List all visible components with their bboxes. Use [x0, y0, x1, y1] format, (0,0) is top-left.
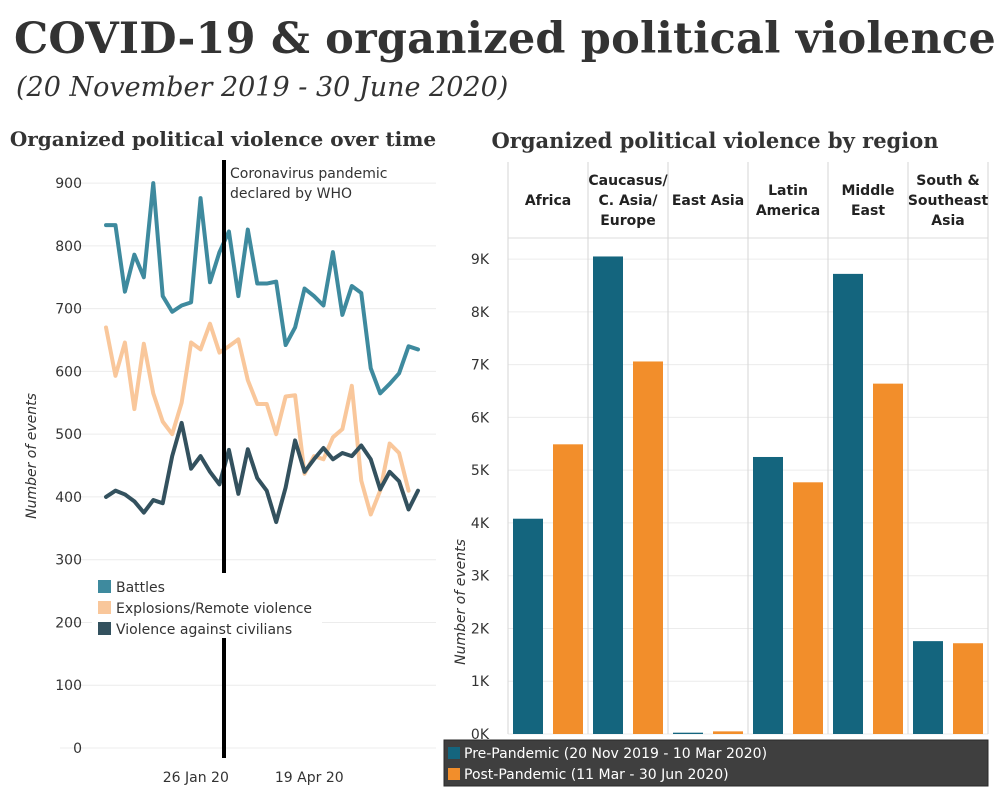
bar-pre-pandemic — [593, 256, 623, 734]
page-subtitle: (20 November 2019 - 30 June 2020) — [16, 72, 509, 103]
legend-background[interactable] — [443, 739, 989, 787]
line-chart-x-ticks: 26 Jan 20 19 Apr 20 — [163, 770, 344, 786]
line-chart-ylabel: Number of events — [24, 393, 40, 519]
line-chart-gridlines — [60, 182, 436, 749]
series-line-explosions-remote-violence — [104, 321, 411, 517]
legend-background — [92, 575, 322, 645]
x-tick-label: 19 Apr 20 — [275, 770, 344, 786]
legend-label[interactable]: Post-Pandemic (11 Mar - 30 Jun 2020) — [464, 767, 729, 783]
bar-post-pandemic — [633, 361, 663, 734]
y-tick-label: 500 — [55, 427, 82, 443]
line-chart-series — [104, 181, 420, 525]
bar-pre-pandemic — [673, 732, 703, 734]
line-chart: Organized political violence over time N… — [10, 127, 436, 786]
y-tick-label: 0 — [73, 741, 82, 757]
y-tick-label: 2K — [471, 621, 490, 637]
region-header-label: Asia — [931, 213, 964, 229]
series-line-violence-against-civilians — [104, 420, 420, 525]
y-tick-label: 4K — [471, 516, 490, 532]
bar-pre-pandemic — [913, 641, 943, 734]
bar-chart-region-panels: Africa Caucasus/C. Asia/Europe East Asia La… — [507, 162, 989, 734]
region-header-label: Southeast — [908, 193, 989, 209]
pandemic-annotation: Coronavirus pandemic declared by WHO — [222, 160, 387, 758]
y-tick-label: 6K — [471, 410, 490, 426]
region-header-label: Caucasus/ — [588, 173, 668, 189]
region-header-label: Africa — [525, 193, 571, 209]
bar-post-pandemic — [953, 643, 983, 734]
legend-label[interactable]: Pre-Pandemic (20 Nov 2019 - 10 Mar 2020) — [464, 746, 767, 762]
y-tick-label: 700 — [55, 302, 82, 318]
series-line-battles — [104, 181, 420, 396]
bar-pre-pandemic — [833, 273, 863, 734]
bar-post-pandemic — [873, 383, 903, 734]
bar-post-pandemic — [553, 444, 583, 734]
region-header-label: America — [756, 203, 820, 219]
line-chart-y-ticks: 0 100 200 300 400 500 600 700 800 900 — [55, 176, 82, 757]
legend-label: Battles — [116, 580, 165, 596]
y-tick-label: 800 — [55, 239, 82, 255]
bar-chart-ylabel: Number of events — [453, 539, 469, 665]
legend-label: Explosions/Remote violence — [116, 601, 312, 617]
region-header-label: East Asia — [672, 193, 744, 209]
bar-pre-pandemic — [513, 518, 543, 734]
line-chart-legend: Battles Explosions/Remote violence Violenc… — [92, 575, 322, 645]
y-tick-label: 300 — [55, 553, 82, 569]
bar-chart-title: Organized political violence by region — [492, 128, 939, 153]
x-tick-label: 26 Jan 20 — [163, 770, 229, 786]
region-header-label: South & — [916, 173, 979, 189]
legend-swatch[interactable] — [448, 747, 460, 759]
legend-swatch — [98, 580, 111, 593]
y-tick-label: 900 — [55, 176, 82, 192]
bar-chart: Organized political violence by region N… — [443, 128, 989, 787]
region-header-label: East — [851, 203, 885, 219]
y-tick-label: 200 — [55, 615, 82, 631]
y-tick-label: 100 — [55, 678, 82, 694]
y-tick-label: 600 — [55, 364, 82, 380]
y-tick-label: 1K — [471, 674, 490, 690]
legend-label: Violence against civilians — [116, 622, 292, 638]
legend-swatch[interactable] — [448, 768, 460, 780]
region-header-label: Middle — [841, 183, 894, 199]
bar-post-pandemic — [713, 731, 743, 734]
pandemic-annotation-text: declared by WHO — [230, 186, 352, 202]
bar-post-pandemic — [793, 482, 823, 734]
bar-chart-bars — [513, 256, 983, 734]
bar-chart-legend[interactable]: Pre-Pandemic (20 Nov 2019 - 10 Mar 2020)… — [443, 739, 989, 787]
y-tick-label: 400 — [55, 490, 82, 506]
legend-swatch — [98, 601, 111, 614]
page-title: COVID-19 & organized political violence — [14, 14, 996, 64]
region-header-label: Europe — [600, 213, 656, 229]
y-tick-label: 8K — [471, 305, 490, 321]
y-tick-label: 3K — [471, 569, 490, 585]
legend-swatch — [98, 622, 111, 635]
y-tick-label: 9K — [471, 252, 490, 268]
region-header-label: Latin — [768, 183, 808, 199]
bar-pre-pandemic — [753, 456, 783, 734]
pandemic-annotation-text: Coronavirus pandemic — [230, 166, 387, 182]
bar-chart-y-ticks: 0K 1K 2K 3K 4K 5K 6K 7K 8K 9K — [471, 252, 490, 743]
line-chart-title: Organized political violence over time — [10, 127, 436, 151]
y-tick-label: 5K — [471, 463, 490, 479]
y-tick-label: 0K — [471, 727, 490, 743]
region-header-label: C. Asia/ — [599, 193, 659, 209]
y-tick-label: 7K — [471, 358, 490, 374]
